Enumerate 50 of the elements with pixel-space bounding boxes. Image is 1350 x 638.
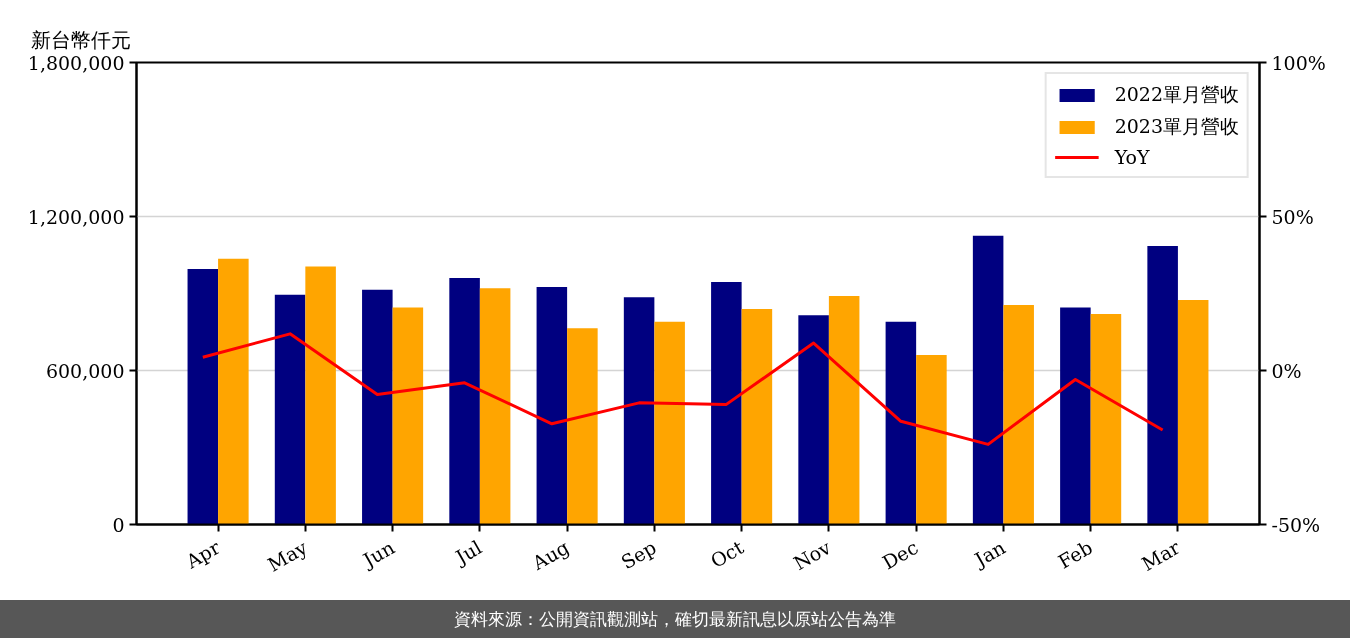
bar — [1177, 299, 1209, 525]
bar — [1060, 307, 1091, 525]
bar — [654, 321, 685, 525]
bar — [479, 288, 511, 525]
x-tick-label: Oct — [706, 535, 748, 572]
bar — [449, 278, 480, 525]
line-series — [201, 332, 1165, 446]
y2-tick-label: 50% — [1271, 205, 1314, 228]
legend-label: 2022單月營收 — [1114, 82, 1239, 107]
bar — [1090, 314, 1122, 525]
y2-tick-label: 0% — [1271, 359, 1302, 382]
bar — [305, 266, 336, 525]
y-tick-label: 600,000 — [45, 359, 125, 382]
x-tick-label: Aug — [527, 535, 573, 575]
y2-tick-label: -50% — [1271, 513, 1321, 536]
bar — [218, 258, 249, 525]
bar — [567, 328, 598, 525]
x-tick-label: Feb — [1054, 535, 1097, 573]
bar — [623, 297, 655, 525]
bar — [798, 315, 829, 525]
bar — [536, 287, 568, 525]
x-tick-label: Jan — [969, 535, 1009, 572]
bar — [711, 281, 742, 525]
y-tick-label: 1,800,000 — [27, 51, 125, 74]
x-tick-label: Dec — [878, 535, 922, 574]
bar — [828, 296, 860, 525]
legend-label: YoY — [1114, 146, 1150, 168]
legend-label: 2023單月營收 — [1114, 114, 1239, 139]
x-tick-label: Jun — [357, 535, 399, 572]
x-tick-label: Nov — [789, 535, 835, 575]
source-note: 資料來源：公開資訊觀測站，確切最新訊息以原站公告為準 — [454, 608, 896, 631]
bar — [885, 321, 917, 525]
bar — [972, 235, 1004, 525]
bar — [1147, 246, 1178, 525]
bar — [741, 308, 773, 525]
y2-tick-label: 100% — [1271, 51, 1326, 74]
x-tick-label: May — [263, 535, 312, 576]
bar — [187, 269, 219, 525]
y-tick-label: 0 — [112, 513, 125, 536]
bar — [916, 355, 947, 525]
bar — [392, 307, 424, 525]
x-tick-label: Jul — [450, 535, 486, 569]
bar — [1003, 305, 1034, 525]
bar — [362, 289, 393, 525]
y-tick-label: 1,200,000 — [27, 205, 125, 228]
x-tick-label: Mar — [1137, 535, 1185, 575]
y-axis-title: 新台幣仟元 — [30, 27, 131, 52]
x-tick-label: Apr — [181, 535, 225, 573]
x-tick-label: Sep — [617, 535, 660, 574]
bar — [274, 294, 306, 525]
